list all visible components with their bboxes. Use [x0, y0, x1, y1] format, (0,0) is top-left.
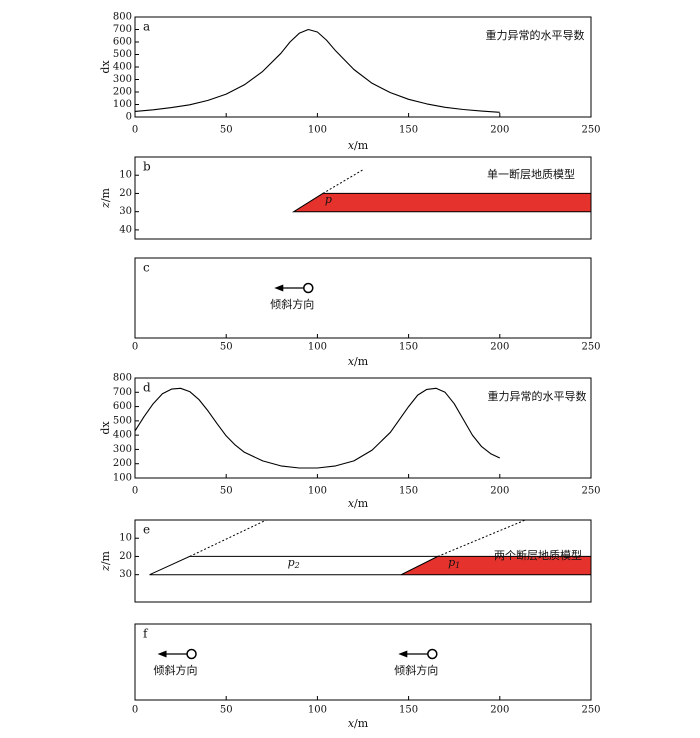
- x-tick-label: 50: [220, 125, 233, 136]
- y-axis-label: dx: [99, 421, 112, 435]
- dip-marker: 倾斜方向: [154, 648, 198, 677]
- x-axis-label: x/m: [348, 355, 369, 368]
- x-tick-label: 150: [399, 705, 418, 716]
- fault-trace: [189, 519, 267, 557]
- y-tick-label: 700: [113, 387, 132, 398]
- y-tick-label: 300: [113, 444, 132, 455]
- dx-curve: [134, 387, 501, 469]
- y-tick-label: 10: [119, 533, 132, 544]
- y-tick-label: 20: [119, 188, 132, 199]
- body-label-p: p: [325, 193, 332, 206]
- body-label-p1: p1: [448, 556, 460, 570]
- y-tick-label: 300: [113, 74, 132, 85]
- x-tick-label: 100: [308, 486, 327, 497]
- panel-a: a0 50 100 150 200 250x/m010020030040050060070…: [99, 12, 601, 153]
- x-tick-label: 100: [308, 342, 327, 353]
- y-tick-label: 30: [119, 569, 132, 580]
- x-tick-label: 250: [581, 705, 600, 716]
- x-tick-label: 0: [132, 342, 138, 353]
- x-tick-label: 200: [490, 486, 509, 497]
- panel-f: f 0 50 100 150 200 250 x/m 倾斜方向 倾斜方向: [132, 623, 601, 730]
- dip-marker: 倾斜方向: [394, 648, 438, 677]
- panel-e: e 10 20 30 z/m p2 p1 两个断层地质模型: [99, 519, 592, 603]
- fault-trace: [322, 169, 364, 194]
- y-tick-label: 0: [126, 112, 132, 123]
- arrow-left-icon: [274, 284, 284, 292]
- x-tick-label: 150: [399, 342, 418, 353]
- y-tick-label: 700: [113, 24, 132, 35]
- y-tick-label: 100: [113, 473, 132, 484]
- y-tick-label: 500: [113, 415, 132, 426]
- panel-annotation: 重力异常的水平导数: [488, 389, 587, 403]
- x-tick-label: 150: [399, 486, 418, 497]
- panel-label: b: [143, 160, 151, 174]
- panel-label: c: [143, 261, 150, 275]
- panel-label: d: [143, 381, 151, 395]
- y-axis-label: z/m: [99, 187, 112, 209]
- arrow-left-icon: [157, 650, 167, 658]
- y-axis-label: dx: [99, 60, 112, 74]
- body-p: [291, 192, 592, 213]
- dip-marker: 倾斜方向: [270, 282, 314, 311]
- dip-circle-icon: [186, 648, 197, 660]
- x-tick-label: 0: [132, 486, 138, 497]
- x-axis-label: x/m: [348, 139, 369, 152]
- panel-b: b 10 20 30 40 z/m p 单一断层地质模型: [99, 156, 592, 240]
- body-label-p2: p2: [288, 556, 300, 570]
- y-tick-label: 600: [113, 37, 132, 48]
- panel-annotation: 单一断层地质模型: [487, 167, 575, 181]
- y-tick-label: 400: [113, 430, 132, 441]
- y-tick-label: 10: [119, 170, 132, 181]
- panel-annotation: 两个断层地质模型: [494, 548, 582, 562]
- x-axis-label: x/m: [348, 497, 369, 510]
- x-tick-label: 50: [220, 342, 233, 353]
- y-axis-label: z/m: [99, 550, 112, 572]
- x-tick-label: 100: [308, 705, 327, 716]
- panel-label: e: [143, 523, 150, 537]
- panel-c: c 0 50 100 150 200 250 x/m 倾斜方向: [132, 257, 601, 368]
- x-tick-label: 200: [490, 125, 509, 136]
- y-tick-label: 20: [119, 551, 132, 562]
- body-p1: [401, 555, 592, 576]
- panel-frame: [134, 623, 592, 701]
- dip-circle-icon: [303, 282, 314, 294]
- dip-direction-label: 倾斜方向: [154, 663, 198, 677]
- y-tick-label: 200: [113, 87, 132, 98]
- x-tick-label: 0: [132, 125, 138, 136]
- y-tick-label: 600: [113, 401, 132, 412]
- panel-frame: [134, 257, 592, 339]
- dip-direction-label: 倾斜方向: [270, 297, 314, 311]
- x-tick-label: 250: [581, 342, 600, 353]
- y-tick-label: 400: [113, 62, 132, 73]
- panel-d: d 0 50 100 150 200 250 x/m 100 200 300 400 500 600 700…: [99, 373, 601, 511]
- x-tick-label: 150: [399, 125, 418, 136]
- arrow-left-icon: [398, 650, 408, 658]
- panel-label: a: [143, 20, 150, 34]
- x-tick-label: 0: [132, 705, 138, 716]
- y-tick-label: 800: [113, 12, 132, 23]
- x-tick-label: 100: [308, 125, 327, 136]
- panel-frame: [134, 377, 592, 479]
- dx-curve: [134, 28, 500, 113]
- y-tick-label: 200: [113, 458, 132, 469]
- x-axis-label: x/m: [348, 717, 369, 730]
- x-tick-label: 250: [581, 125, 600, 136]
- x-tick-label: 50: [220, 705, 233, 716]
- dip-circle-icon: [427, 648, 438, 660]
- x-tick-label: 200: [490, 342, 509, 353]
- y-tick-label: 500: [113, 49, 132, 60]
- x-tick-label: 50: [220, 486, 233, 497]
- dip-direction-label: 倾斜方向: [394, 663, 438, 677]
- panel-label: f: [143, 627, 149, 641]
- x-tick-label: 250: [581, 486, 600, 497]
- panel-annotation: 重力异常的水平导数: [486, 28, 585, 42]
- y-tick-label: 30: [119, 206, 132, 217]
- y-tick-label: 100: [113, 99, 132, 110]
- x-tick-label: 200: [490, 705, 509, 716]
- y-tick-label: 800: [113, 373, 132, 384]
- y-tick-label: 40: [119, 224, 132, 235]
